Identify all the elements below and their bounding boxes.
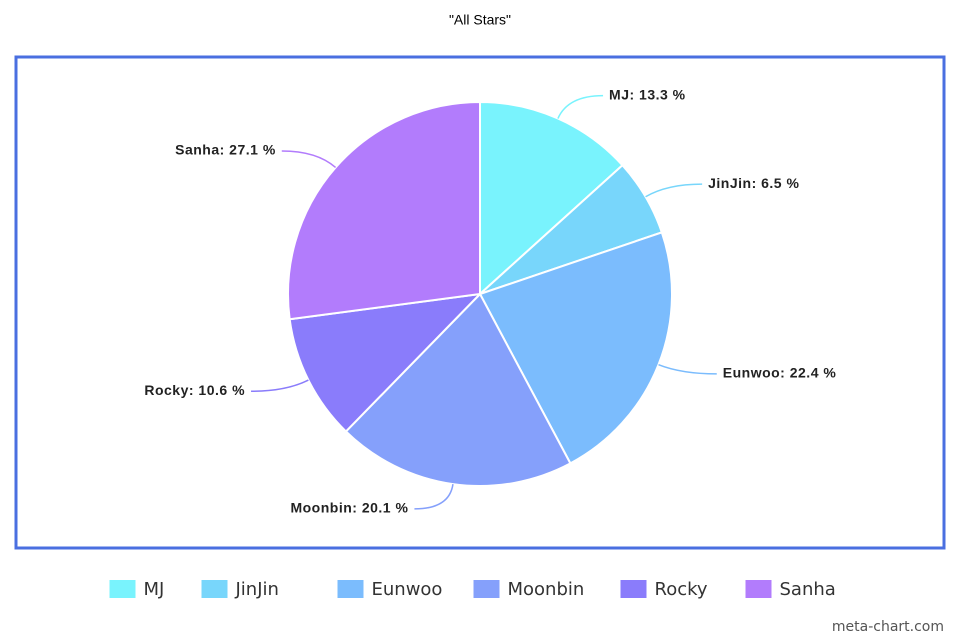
- legend-swatch: [745, 580, 772, 598]
- legend-swatch: [473, 580, 500, 598]
- legend-swatch: [201, 580, 228, 598]
- legend-label: Eunwoo: [372, 579, 443, 600]
- legend-swatch: [620, 580, 647, 598]
- legend-label: MJ: [144, 579, 165, 600]
- data-label: Eunwoo: 22.4 %: [723, 365, 837, 381]
- leader-line: [251, 379, 309, 393]
- legend-label: JinJin: [235, 579, 279, 600]
- pie-slice: [479, 100, 624, 297]
- data-label: Moonbin: 20.1 %: [290, 500, 408, 516]
- watermark: meta-chart.com: [832, 619, 944, 635]
- data-label: Rocky: 10.6 %: [144, 382, 245, 398]
- data-label: Sanha: 27.1 %: [175, 142, 276, 158]
- legend-label: Moonbin: [508, 579, 585, 600]
- data-label: JinJin: 6.5 %: [708, 175, 799, 191]
- pie-slice: [287, 100, 481, 321]
- legend-label: Sanha: [780, 579, 836, 600]
- legend-label: Rocky: [655, 579, 708, 600]
- data-label: MJ: 13.3 %: [609, 86, 686, 102]
- leader-line: [414, 483, 454, 510]
- chart-title: "All Stars": [449, 12, 511, 28]
- leader-line: [645, 183, 703, 198]
- leader-line: [557, 94, 604, 119]
- leader-line: [281, 150, 337, 169]
- pie-slice: [344, 292, 572, 487]
- legend-swatch: [337, 580, 364, 598]
- plot-frame: [14, 55, 946, 550]
- legend-swatch: [109, 580, 136, 598]
- leader-line: [658, 363, 717, 375]
